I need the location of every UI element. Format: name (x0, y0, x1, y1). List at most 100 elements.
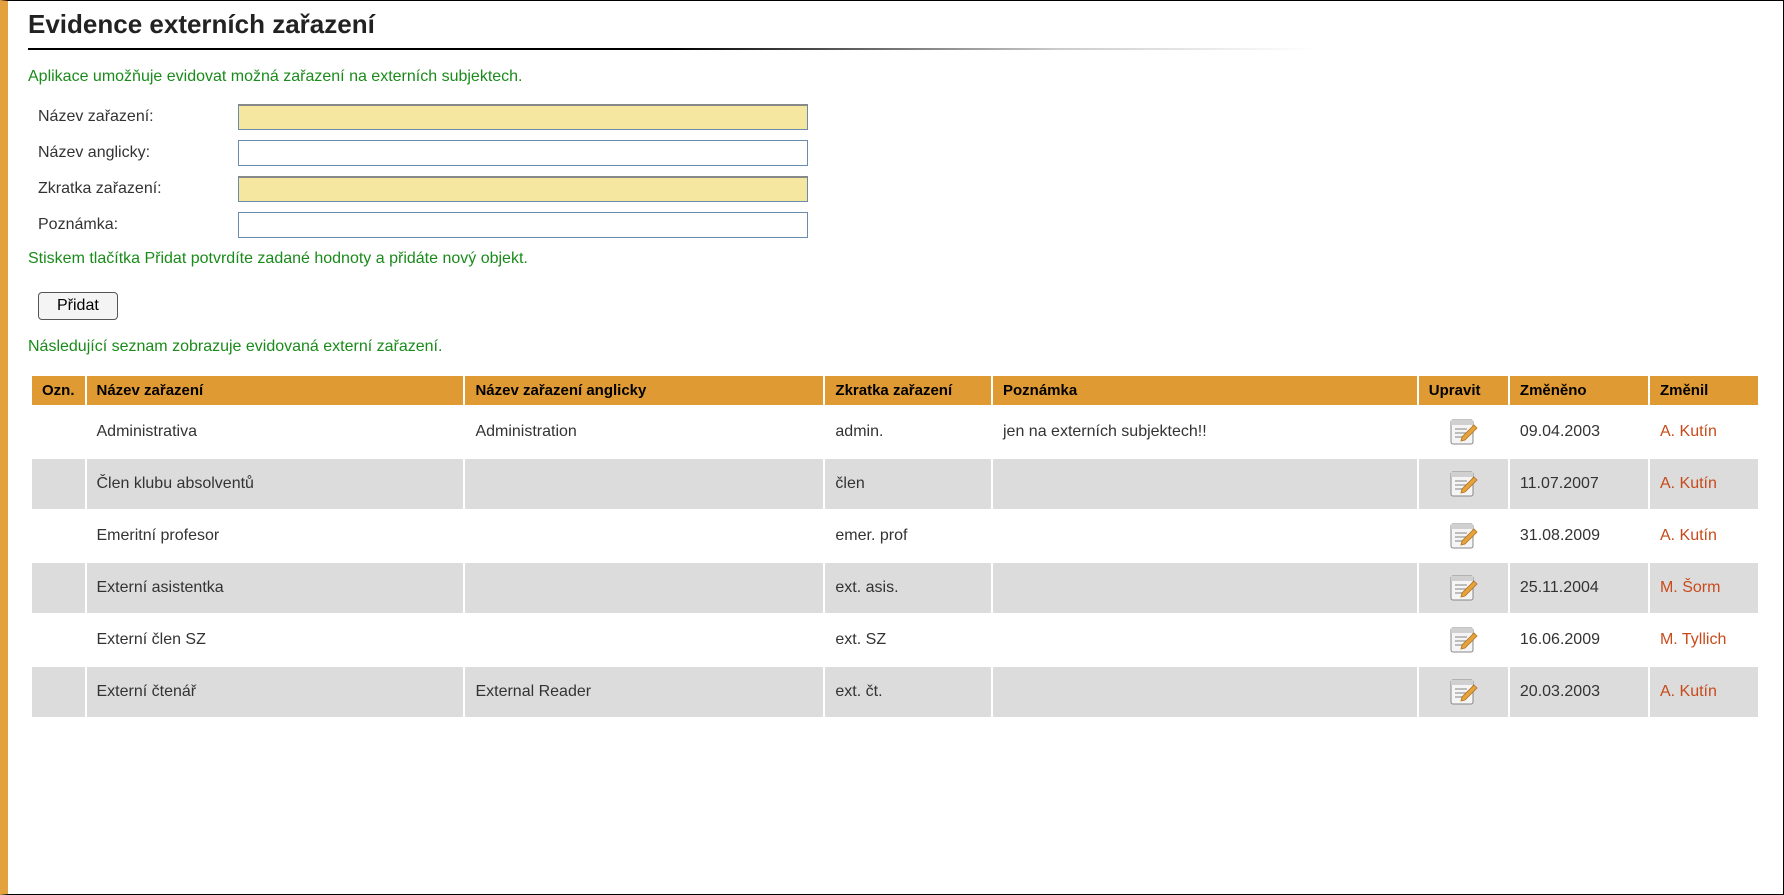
cell-zmeneno: 09.04.2003 (1510, 407, 1648, 457)
col-header-zmeneno: Změněno (1510, 376, 1648, 405)
cell-nazev: Externí čtenář (87, 667, 464, 717)
cell-pozn (993, 615, 1417, 665)
edit-button[interactable] (1448, 683, 1478, 700)
col-header-nazev: Název zařazení (87, 376, 464, 405)
user-link[interactable]: A. Kutín (1660, 527, 1717, 544)
cell-zkratka: ext. SZ (825, 615, 991, 665)
cell-zmenil: A. Kutín (1650, 511, 1758, 561)
cell-pozn (993, 459, 1417, 509)
records-table: Ozn. Název zařazení Název zařazení angli… (30, 374, 1760, 719)
user-link[interactable]: A. Kutín (1660, 423, 1717, 440)
cell-nazev: Administrativa (87, 407, 464, 457)
cell-nazev: Emeritní profesor (87, 511, 464, 561)
cell-zmenil: A. Kutín (1650, 667, 1758, 717)
edit-icon (1448, 417, 1478, 447)
cell-ozn (32, 563, 85, 613)
cell-zmeneno: 11.07.2007 (1510, 459, 1648, 509)
list-intro: Následující seznam zobrazuje evidovaná e… (28, 338, 1763, 356)
cell-zmenil: A. Kutín (1650, 407, 1758, 457)
edit-icon (1448, 677, 1478, 707)
input-nazev[interactable] (238, 104, 808, 130)
label-nazev-en: Název anglicky: (38, 144, 238, 162)
cell-pozn: jen na externích subjektech!! (993, 407, 1417, 457)
col-header-pozn: Poznámka (993, 376, 1417, 405)
cell-zmeneno: 25.11.2004 (1510, 563, 1648, 613)
cell-en (465, 563, 823, 613)
cell-en (465, 615, 823, 665)
user-link[interactable]: M. Šorm (1660, 579, 1720, 596)
cell-nazev: Externí asistentka (87, 563, 464, 613)
label-poznamka: Poznámka: (38, 216, 238, 234)
form-row-zkratka: Zkratka zařazení: (38, 176, 1763, 202)
page-container: Evidence externích zařazení Aplikace umo… (0, 0, 1784, 895)
edit-icon (1448, 521, 1478, 551)
edit-button[interactable] (1448, 527, 1478, 544)
cell-upravit (1419, 459, 1508, 509)
cell-zmenil: A. Kutín (1650, 459, 1758, 509)
cell-ozn (32, 459, 85, 509)
form-row-poznamka: Poznámka: (38, 212, 1763, 238)
cell-en: Administration (465, 407, 823, 457)
table-row: Externí asistentka ext. asis. 25.11.2004 M.… (32, 563, 1758, 613)
title-divider (28, 48, 1318, 50)
page-title: Evidence externích zařazení (28, 9, 1763, 44)
table-row: Člen klubu absolventů člen 11.07.2007 A. Ku… (32, 459, 1758, 509)
col-header-zmenil: Změnil (1650, 376, 1758, 405)
user-link[interactable]: M. Tyllich (1660, 631, 1726, 648)
col-header-en: Název zařazení anglicky (465, 376, 823, 405)
table-row: Emeritní profesor emer. prof 31.08.2009 A. … (32, 511, 1758, 561)
table-header-row: Ozn. Název zařazení Název zařazení angli… (32, 376, 1758, 405)
table-row: Externí člen SZ ext. SZ 16.06.2009 M. Tylli… (32, 615, 1758, 665)
cell-ozn (32, 667, 85, 717)
input-zkratka[interactable] (238, 176, 808, 202)
user-link[interactable]: A. Kutín (1660, 475, 1717, 492)
cell-ozn (32, 615, 85, 665)
cell-zmeneno: 20.03.2003 (1510, 667, 1648, 717)
cell-en (465, 511, 823, 561)
cell-zkratka: ext. asis. (825, 563, 991, 613)
cell-pozn (993, 563, 1417, 613)
cell-ozn (32, 407, 85, 457)
table-row: Externí čtenářExternal Readerext. čt. 20.… (32, 667, 1758, 717)
table-row: AdministrativaAdministrationadmin.jen na… (32, 407, 1758, 457)
edit-icon (1448, 469, 1478, 499)
col-header-upravit: Upravit (1419, 376, 1508, 405)
user-link[interactable]: A. Kutín (1660, 683, 1717, 700)
col-header-zkratka: Zkratka zařazení (825, 376, 991, 405)
label-zkratka: Zkratka zařazení: (38, 180, 238, 198)
col-header-ozn: Ozn. (32, 376, 85, 405)
form-row-nazev-en: Název anglicky: (38, 140, 1763, 166)
cell-upravit (1419, 511, 1508, 561)
edit-button[interactable] (1448, 631, 1478, 648)
cell-upravit (1419, 407, 1508, 457)
cell-zmeneno: 16.06.2009 (1510, 615, 1648, 665)
cell-zkratka: emer. prof (825, 511, 991, 561)
input-nazev-en[interactable] (238, 140, 808, 166)
edit-icon (1448, 625, 1478, 655)
cell-nazev: Člen klubu absolventů (87, 459, 464, 509)
create-form: Název zařazení: Název anglicky: Zkratka … (38, 104, 1763, 238)
edit-button[interactable] (1448, 579, 1478, 596)
cell-upravit (1419, 563, 1508, 613)
edit-button[interactable] (1448, 475, 1478, 492)
cell-zkratka: ext. čt. (825, 667, 991, 717)
cell-en: External Reader (465, 667, 823, 717)
form-row-nazev: Název zařazení: (38, 104, 1763, 130)
cell-nazev: Externí člen SZ (87, 615, 464, 665)
label-nazev: Název zařazení: (38, 108, 238, 126)
intro-text: Aplikace umožňuje evidovat možná zařazen… (28, 68, 1763, 86)
cell-pozn (993, 511, 1417, 561)
add-button[interactable]: Přidat (38, 292, 118, 320)
cell-pozn (993, 667, 1417, 717)
edit-icon (1448, 573, 1478, 603)
cell-en (465, 459, 823, 509)
form-hint: Stiskem tlačítka Přidat potvrdíte zadané… (28, 250, 1763, 268)
cell-upravit (1419, 615, 1508, 665)
edit-button[interactable] (1448, 423, 1478, 440)
cell-zkratka: admin. (825, 407, 991, 457)
cell-zkratka: člen (825, 459, 991, 509)
cell-zmenil: M. Šorm (1650, 563, 1758, 613)
input-poznamka[interactable] (238, 212, 808, 238)
cell-zmeneno: 31.08.2009 (1510, 511, 1648, 561)
cell-upravit (1419, 667, 1508, 717)
